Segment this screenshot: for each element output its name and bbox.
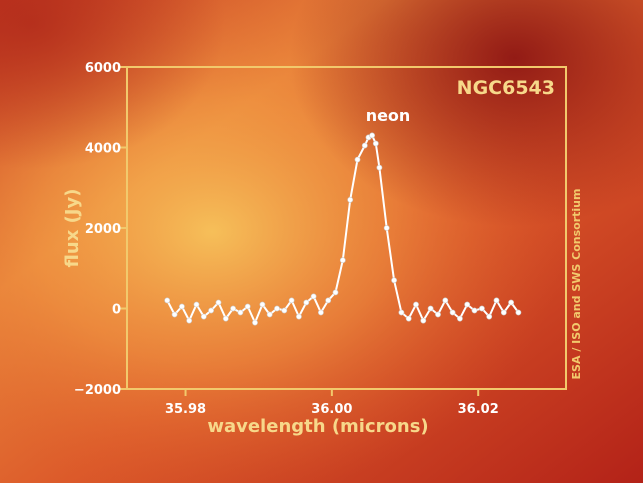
data-point xyxy=(391,277,397,284)
data-point xyxy=(508,299,514,306)
data-point xyxy=(471,307,478,314)
data-point xyxy=(413,301,419,308)
chart-title: NGC6543 xyxy=(457,77,555,99)
data-point xyxy=(230,305,236,312)
data-point xyxy=(486,313,493,320)
y-tick-label: 0 xyxy=(112,303,121,318)
credit-text: ESA / ISO and SWS Consortium xyxy=(570,189,583,380)
y-tick-label: −2000 xyxy=(74,383,121,398)
data-point xyxy=(208,307,214,314)
data-point xyxy=(427,305,434,312)
data-point xyxy=(274,305,280,312)
data-point xyxy=(186,317,193,324)
x-tick-label: 36.02 xyxy=(458,402,499,417)
data-point xyxy=(420,317,427,324)
data-point xyxy=(171,311,178,318)
data-point xyxy=(478,305,485,312)
x-axis: 35.98 36.00 36.02 xyxy=(165,389,499,417)
data-point xyxy=(288,297,295,304)
data-point xyxy=(252,319,258,326)
data-point xyxy=(295,313,302,320)
x-tick-label: 36.00 xyxy=(311,402,352,417)
data-point xyxy=(500,309,507,316)
y-tick-label: 6000 xyxy=(85,61,121,76)
data-point xyxy=(369,132,375,139)
data-point xyxy=(310,293,317,300)
data-point xyxy=(339,257,346,264)
data-point xyxy=(372,140,379,147)
data-point xyxy=(200,313,207,320)
data-point xyxy=(222,315,229,322)
data-point xyxy=(281,307,288,314)
data-point xyxy=(317,309,324,316)
data-point xyxy=(303,299,310,306)
x-tick-label: 35.98 xyxy=(165,402,206,417)
data-point xyxy=(215,299,222,306)
data-point xyxy=(237,309,244,316)
data-point xyxy=(442,297,449,304)
y-axis: −2000 0 2000 4000 6000 xyxy=(74,61,127,398)
data-point xyxy=(164,297,171,304)
y-tick-label: 2000 xyxy=(85,222,121,237)
data-point xyxy=(266,311,273,318)
data-point xyxy=(493,297,500,304)
peak-annotation: neon xyxy=(366,106,411,125)
data-point xyxy=(515,309,522,316)
data-point xyxy=(383,225,390,231)
data-point xyxy=(464,301,471,308)
data-point xyxy=(435,311,441,318)
data-point xyxy=(361,142,368,149)
data-point xyxy=(325,297,332,304)
data-point xyxy=(398,309,405,316)
data-point xyxy=(259,301,266,308)
data-points xyxy=(164,132,522,326)
data-point xyxy=(193,301,200,308)
data-point xyxy=(405,315,412,322)
data-point xyxy=(332,289,339,296)
y-tick-label: 4000 xyxy=(85,142,121,157)
data-point xyxy=(244,303,251,310)
series-line-neon-spectrum xyxy=(166,134,520,326)
data-point xyxy=(178,303,185,310)
data-point xyxy=(449,309,456,316)
data-point xyxy=(456,315,463,322)
y-axis-title: flux (Jy) xyxy=(62,189,83,268)
x-axis-title: wavelength (microns) xyxy=(207,416,428,437)
data-point xyxy=(354,156,361,163)
data-point xyxy=(347,196,354,203)
data-point xyxy=(376,164,383,171)
